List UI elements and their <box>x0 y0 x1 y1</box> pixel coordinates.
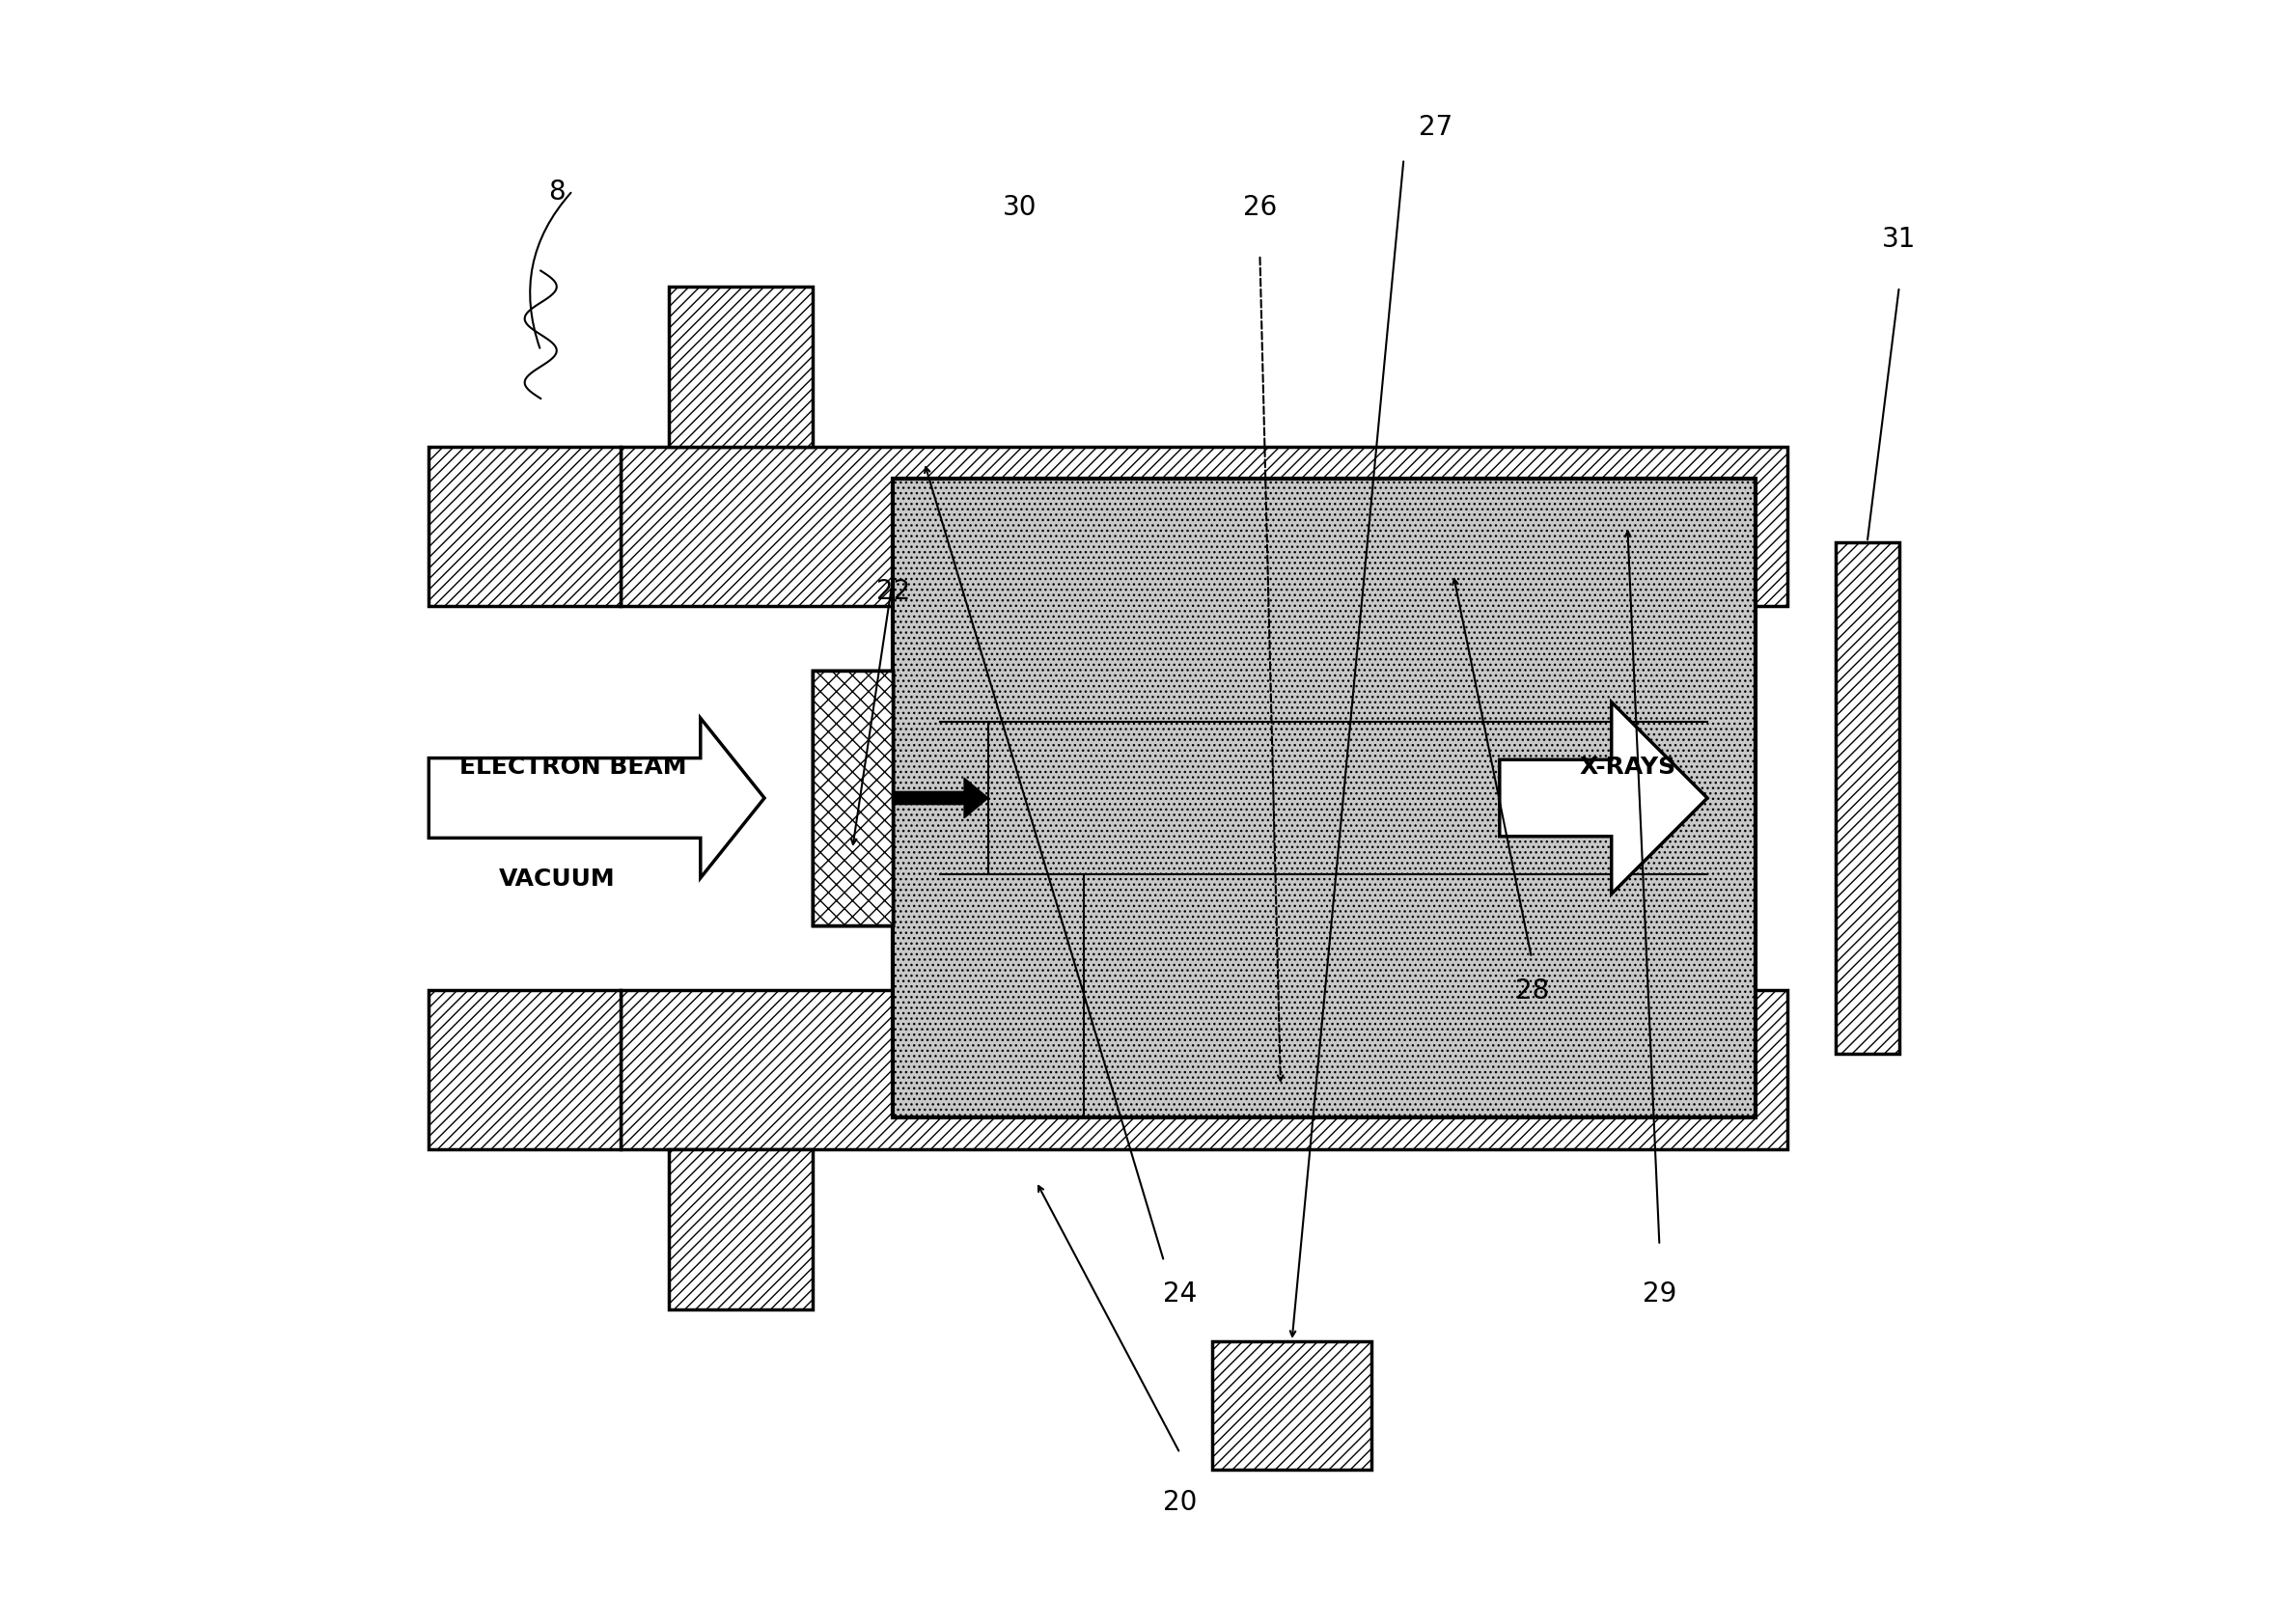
FancyArrow shape <box>893 779 987 818</box>
FancyArrow shape <box>1499 703 1708 894</box>
Bar <box>620 447 1786 607</box>
Text: 31: 31 <box>1883 227 1917 252</box>
Text: X-RAYS: X-RAYS <box>1580 755 1676 778</box>
Bar <box>429 447 620 607</box>
Text: 27: 27 <box>1419 115 1453 141</box>
Bar <box>668 287 813 447</box>
Text: 20: 20 <box>1162 1488 1196 1514</box>
Bar <box>1835 543 1899 1054</box>
Bar <box>893 479 1756 1118</box>
Bar <box>1212 1341 1371 1469</box>
Text: 30: 30 <box>1003 195 1038 220</box>
Bar <box>429 990 620 1150</box>
Text: ELECTRON BEAM: ELECTRON BEAM <box>459 755 687 778</box>
Bar <box>620 990 1786 1150</box>
Bar <box>813 671 893 926</box>
Text: 22: 22 <box>877 578 909 604</box>
Bar <box>668 1150 813 1310</box>
FancyArrow shape <box>429 719 765 878</box>
Text: 28: 28 <box>1515 977 1550 1003</box>
Text: 24: 24 <box>1164 1281 1196 1306</box>
Bar <box>813 671 893 926</box>
Text: 29: 29 <box>1642 1281 1676 1306</box>
Text: 26: 26 <box>1242 195 1277 220</box>
Text: VACUUM: VACUUM <box>498 867 615 890</box>
Bar <box>813 671 893 926</box>
Text: 8: 8 <box>549 179 565 204</box>
